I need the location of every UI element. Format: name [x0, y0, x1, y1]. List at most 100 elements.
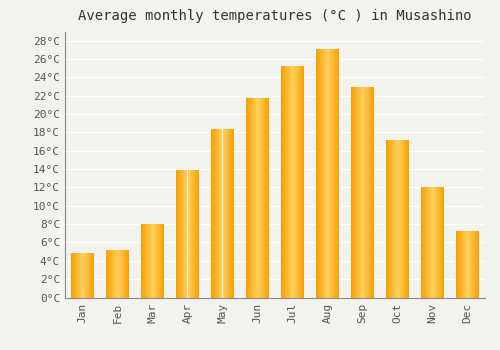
- Bar: [331, 49, 332, 298]
- Bar: [81, 253, 82, 298]
- Bar: [403, 140, 404, 298]
- Bar: [371, 86, 372, 298]
- Bar: [290, 66, 291, 298]
- Bar: [370, 86, 371, 298]
- Bar: [289, 66, 290, 298]
- Bar: [158, 224, 159, 298]
- Bar: [249, 98, 250, 298]
- Bar: [179, 170, 180, 298]
- Bar: [386, 140, 388, 298]
- Bar: [246, 98, 248, 298]
- Bar: [328, 49, 329, 298]
- Bar: [231, 129, 232, 298]
- Bar: [80, 253, 81, 298]
- Bar: [427, 187, 428, 298]
- Bar: [435, 187, 436, 298]
- Bar: [184, 170, 185, 298]
- Bar: [388, 140, 389, 298]
- Bar: [113, 250, 114, 298]
- Bar: [110, 250, 111, 298]
- Bar: [122, 250, 123, 298]
- Bar: [433, 187, 434, 298]
- Bar: [351, 86, 352, 298]
- Bar: [257, 98, 258, 298]
- Bar: [91, 253, 92, 298]
- Bar: [318, 49, 319, 298]
- Bar: [458, 231, 459, 298]
- Bar: [292, 66, 293, 298]
- Bar: [436, 187, 437, 298]
- Bar: [369, 86, 370, 298]
- Bar: [230, 129, 231, 298]
- Bar: [87, 253, 88, 298]
- Bar: [227, 129, 228, 298]
- Bar: [393, 140, 394, 298]
- Bar: [316, 49, 318, 298]
- Bar: [320, 49, 321, 298]
- Bar: [473, 231, 474, 298]
- Bar: [432, 187, 433, 298]
- Bar: [468, 231, 469, 298]
- Bar: [114, 250, 115, 298]
- Bar: [366, 86, 367, 298]
- Bar: [82, 253, 83, 298]
- Bar: [182, 170, 183, 298]
- Bar: [437, 187, 438, 298]
- Bar: [407, 140, 408, 298]
- Bar: [334, 49, 335, 298]
- Bar: [262, 98, 263, 298]
- Bar: [470, 231, 471, 298]
- Bar: [363, 86, 364, 298]
- Bar: [88, 253, 89, 298]
- Bar: [300, 66, 301, 298]
- Bar: [255, 98, 256, 298]
- Bar: [161, 224, 162, 298]
- Bar: [211, 129, 212, 298]
- Bar: [214, 129, 215, 298]
- Bar: [128, 250, 129, 298]
- Title: Average monthly temperatures (°C ) in Musashino: Average monthly temperatures (°C ) in Mu…: [78, 9, 472, 23]
- Bar: [151, 224, 152, 298]
- Bar: [266, 98, 267, 298]
- Bar: [148, 224, 149, 298]
- Bar: [372, 86, 374, 298]
- Bar: [294, 66, 295, 298]
- Bar: [120, 250, 121, 298]
- Bar: [187, 170, 188, 298]
- Bar: [248, 98, 249, 298]
- Bar: [465, 231, 466, 298]
- Bar: [186, 170, 187, 298]
- Bar: [144, 224, 145, 298]
- Bar: [428, 187, 429, 298]
- Bar: [72, 253, 73, 298]
- Bar: [259, 98, 260, 298]
- Bar: [218, 129, 219, 298]
- Bar: [143, 224, 144, 298]
- Bar: [293, 66, 294, 298]
- Bar: [121, 250, 122, 298]
- Bar: [333, 49, 334, 298]
- Bar: [359, 86, 360, 298]
- Bar: [401, 140, 402, 298]
- Bar: [254, 98, 255, 298]
- Bar: [180, 170, 181, 298]
- Bar: [390, 140, 391, 298]
- Bar: [224, 129, 225, 298]
- Bar: [251, 98, 252, 298]
- Bar: [109, 250, 110, 298]
- Bar: [162, 224, 164, 298]
- Bar: [232, 129, 234, 298]
- Bar: [365, 86, 366, 298]
- Bar: [126, 250, 127, 298]
- Bar: [456, 231, 458, 298]
- Bar: [425, 187, 426, 298]
- Bar: [357, 86, 358, 298]
- Bar: [287, 66, 288, 298]
- Bar: [157, 224, 158, 298]
- Bar: [265, 98, 266, 298]
- Bar: [430, 187, 431, 298]
- Bar: [108, 250, 109, 298]
- Bar: [394, 140, 395, 298]
- Bar: [429, 187, 430, 298]
- Bar: [302, 66, 304, 298]
